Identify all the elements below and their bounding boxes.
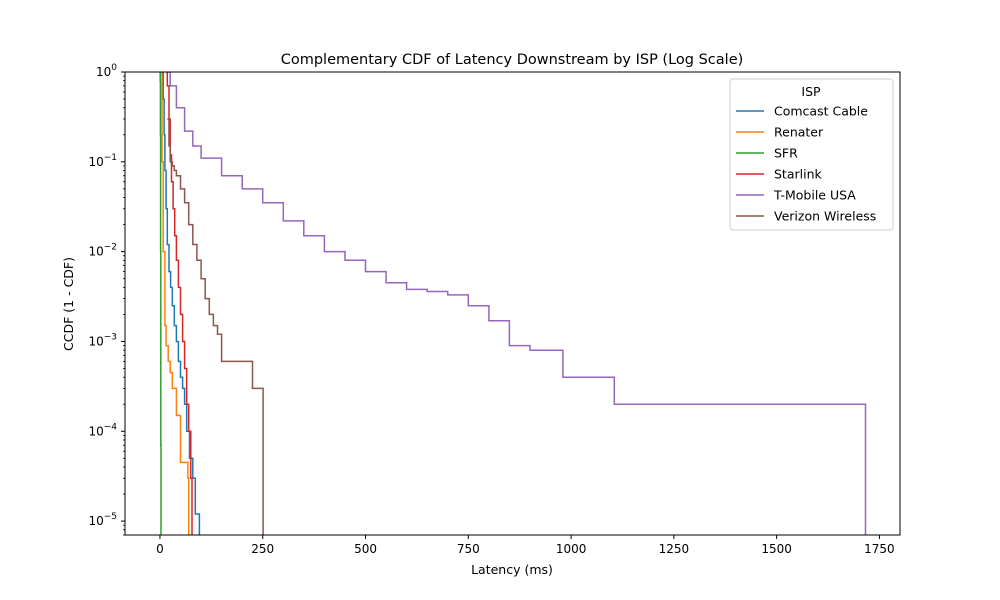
x-tick-label: 1750 xyxy=(864,542,895,556)
legend-label: Comcast Cable xyxy=(774,104,868,119)
y-tick-label: 10−2 xyxy=(88,243,117,259)
x-axis-label: Latency (ms) xyxy=(471,562,553,577)
x-tick-label: 500 xyxy=(354,542,377,556)
y-axis-label: CCDF (1 - CDF) xyxy=(61,257,76,351)
series-line-sfr xyxy=(159,72,162,535)
series-layer xyxy=(159,72,867,535)
legend-label: Starlink xyxy=(774,167,823,182)
y-tick-label: 10−5 xyxy=(88,512,117,528)
x-tick-label: 1250 xyxy=(659,542,690,556)
legend: ISP Comcast Cable Renater SFR Starlink T-Mob… xyxy=(729,78,894,231)
y-tick-label: 10−3 xyxy=(88,332,117,348)
legend-label: Renater xyxy=(774,125,824,140)
y-axis-ticks: 10−5 10−4 10−3 10−2 10−1 100 xyxy=(88,63,125,536)
series-line-verizon-wireless xyxy=(167,118,264,535)
legend-items: Comcast Cable Renater SFR Starlink T-Mobile … xyxy=(736,104,876,224)
chart-title: Complementary CDF of Latency Downstream … xyxy=(281,52,744,68)
legend-label: SFR xyxy=(774,146,798,161)
x-axis-ticks: 0 250 500 750 1000 1250 1500 1750 xyxy=(156,535,895,556)
series-line-renater xyxy=(161,72,190,535)
y-tick-label: 10−4 xyxy=(88,422,117,438)
y-tick-label: 10−1 xyxy=(88,153,117,169)
x-tick-label: 0 xyxy=(156,542,164,556)
plot-frame xyxy=(124,71,901,536)
series-line-starlink xyxy=(166,72,193,535)
x-tick-label: 1000 xyxy=(556,542,587,556)
legend-label: Verizon Wireless xyxy=(774,209,876,224)
x-tick-label: 750 xyxy=(457,542,480,556)
x-tick-label: 250 xyxy=(251,542,274,556)
legend-title: ISP xyxy=(801,84,821,99)
y-tick-label: 100 xyxy=(96,63,117,79)
series-line-t-mobile-usa xyxy=(166,72,867,535)
legend-frame xyxy=(729,78,894,231)
x-tick-label: 1500 xyxy=(761,542,792,556)
legend-label: T-Mobile USA xyxy=(773,188,856,203)
